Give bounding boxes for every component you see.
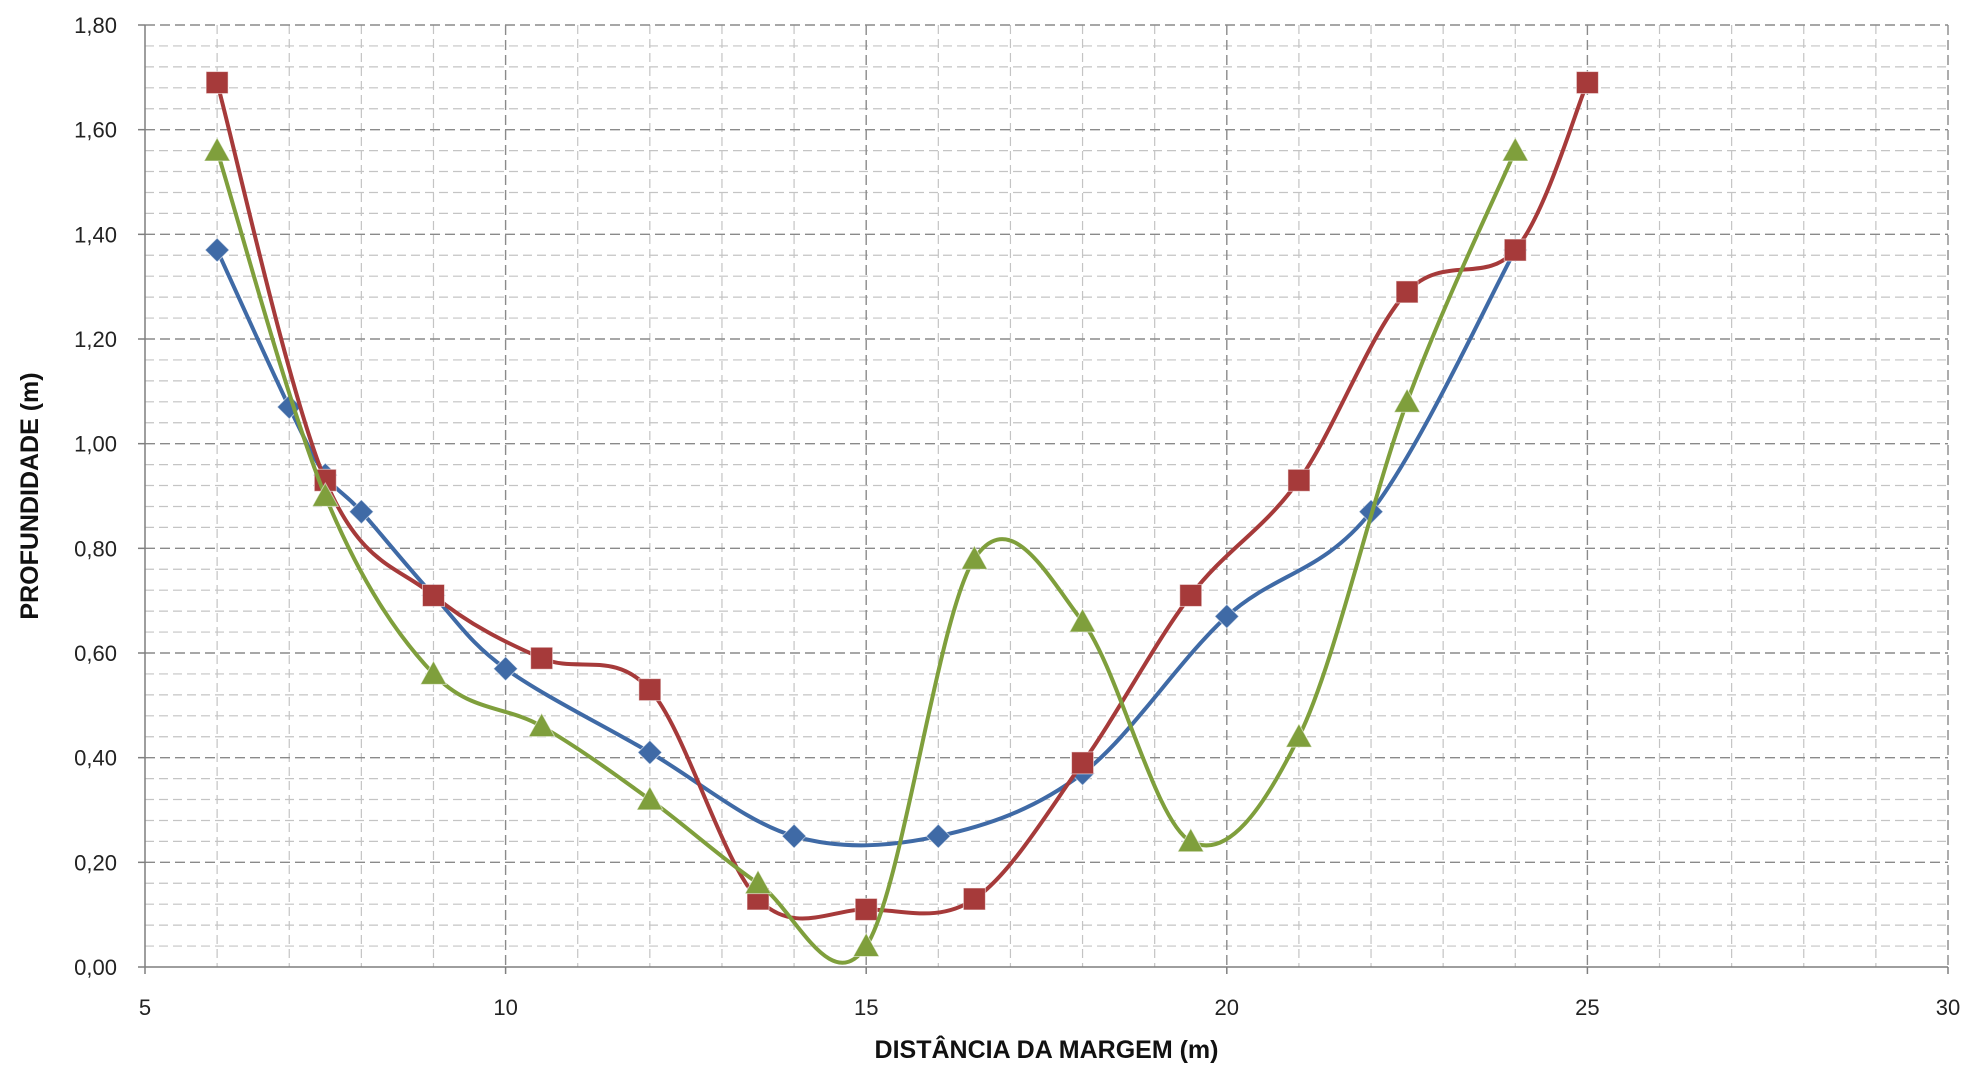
- square-marker: [1575, 71, 1599, 95]
- x-tick-label: 15: [854, 995, 878, 1020]
- series-2: [205, 71, 1599, 921]
- y-tick-label: 0,00: [74, 955, 117, 980]
- triangle-marker: [527, 712, 556, 738]
- triangle-marker: [1501, 136, 1530, 162]
- diamond-marker: [1214, 603, 1240, 630]
- y-tick-label: 1,00: [74, 432, 117, 457]
- x-tick-label: 20: [1215, 995, 1239, 1020]
- tick-labels: 0,00 0,20 0,40 0,60 0,80 1,00 1,20 1,40 1,60 1,80…: [74, 13, 1960, 1020]
- x-tick-label: 25: [1575, 995, 1599, 1020]
- diamond-marker: [204, 237, 230, 263]
- y-tick-label: 1,20: [74, 327, 117, 352]
- square-marker: [1179, 583, 1203, 607]
- triangle-marker: [635, 785, 664, 811]
- x-tick-label: 10: [493, 995, 517, 1020]
- square-marker: [962, 887, 986, 911]
- triangle-marker: [960, 544, 989, 570]
- series-3-line: [215, 148, 1518, 965]
- triangle-marker: [1176, 827, 1205, 853]
- square-marker: [421, 583, 445, 607]
- square-marker: [530, 646, 554, 670]
- triangle-marker: [203, 136, 231, 162]
- square-marker: [854, 897, 878, 921]
- series-3: [203, 136, 1530, 965]
- diamond-marker: [492, 655, 519, 682]
- triangle-marker: [311, 481, 340, 507]
- x-axis-title: DISTÂNCIA DA MARGEM (m): [875, 1034, 1219, 1064]
- diamond-marker: [637, 739, 663, 766]
- square-marker: [1071, 751, 1095, 775]
- square-marker: [205, 71, 229, 95]
- diamond-marker: [781, 823, 807, 849]
- diamond-marker: [925, 823, 952, 849]
- triangle-marker: [744, 869, 772, 895]
- triangle-marker: [852, 932, 881, 957]
- y-axis-title: PROFUNDIDADE (m): [16, 372, 44, 619]
- grid: [145, 24, 1949, 967]
- square-marker: [638, 678, 662, 702]
- square-marker: [1287, 468, 1311, 492]
- triangle-marker: [419, 659, 448, 685]
- y-tick-label: 1,60: [74, 118, 117, 143]
- triangle-marker: [1393, 387, 1421, 413]
- series-2-line: [215, 80, 1590, 921]
- square-marker: [1503, 238, 1527, 262]
- diamond-marker: [348, 498, 375, 525]
- square-marker: [1395, 280, 1419, 304]
- series-layer: [203, 71, 1599, 965]
- axes: [138, 24, 1949, 974]
- triangle-marker: [1285, 722, 1313, 748]
- y-tick-label: 1,40: [74, 222, 117, 247]
- y-tick-label: 1,80: [74, 13, 117, 38]
- triangle-marker: [1068, 607, 1097, 633]
- y-tick-label: 0,60: [74, 641, 117, 666]
- y-tick-label: 0,80: [74, 536, 117, 561]
- y-tick-label: 0,20: [74, 850, 117, 875]
- x-tick-label: 5: [139, 995, 151, 1020]
- x-tick-label: 30: [1936, 995, 1960, 1020]
- y-tick-label: 0,40: [74, 746, 117, 771]
